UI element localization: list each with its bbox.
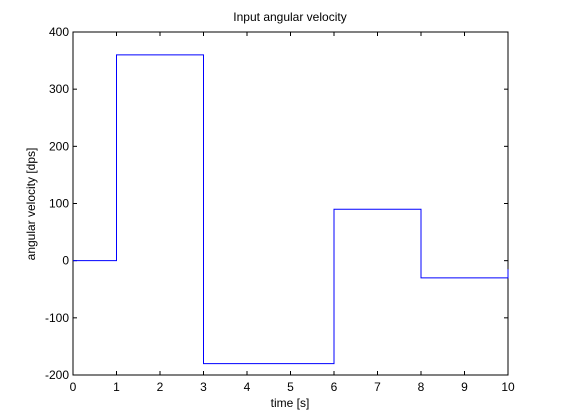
y-tick-label: -200: [45, 368, 69, 382]
x-tick-label: 5: [287, 380, 294, 394]
chart-title: Input angular velocity: [233, 10, 346, 24]
x-tick-label: 9: [461, 380, 468, 394]
y-axis-label: angular velocity [dps]: [24, 148, 38, 261]
y-tick-label: -100: [45, 311, 69, 325]
x-axis-ticks: 0 1 2 3 4 5 6 7 8 9 10: [70, 32, 515, 394]
y-tick-label: 400: [49, 25, 69, 39]
x-axis-label: time [s]: [271, 396, 310, 410]
series-line: [73, 54, 509, 365]
y-tick-label: 200: [49, 139, 69, 153]
plot-frame: [72, 31, 509, 376]
x-tick-label: 0: [70, 380, 77, 394]
y-tick-label: 100: [49, 197, 69, 211]
x-tick-label: 1: [113, 380, 120, 394]
x-tick-label: 4: [244, 380, 251, 394]
x-tick-label: 10: [501, 380, 515, 394]
y-tick-label: 300: [49, 82, 69, 96]
y-axis-ticks: -200 -100 0 100 200 300 400: [45, 25, 508, 382]
series-group: [73, 54, 509, 365]
x-tick-label: 8: [418, 380, 425, 394]
y-tick-label: 0: [62, 254, 69, 268]
x-tick-label: 6: [331, 380, 338, 394]
x-tick-label: 3: [200, 380, 207, 394]
x-tick-label: 2: [157, 380, 164, 394]
x-tick-label: 7: [374, 380, 381, 394]
